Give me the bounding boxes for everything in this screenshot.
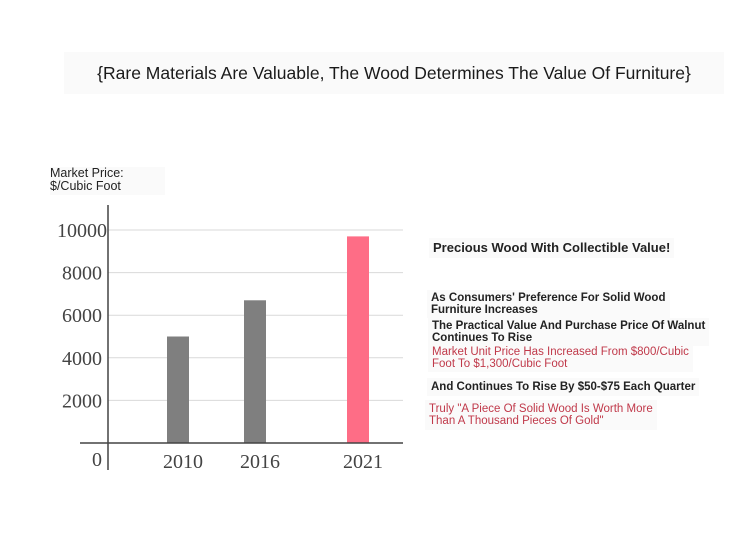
- x-tick-label-2021: 2021: [343, 451, 383, 473]
- annotation-heading: Precious Wood With Collectible Value!: [429, 238, 675, 258]
- annotation-line-5: Truly "A Piece Of Solid Wood Is Worth Mo…: [425, 400, 657, 430]
- y-axis-label-line-2: $/Cubic Foot: [50, 178, 121, 193]
- annotation-line-1: As Consumers' Preference For Solid Wood …: [427, 290, 670, 318]
- chart-title: {Rare Materials Are Valuable, The Wood D…: [64, 52, 724, 94]
- y-tick-label-3: 6000: [62, 305, 102, 327]
- annotation-line-5b: Than A Thousand Pieces Of Gold": [429, 415, 604, 427]
- y-tick-label-2: 4000: [62, 348, 102, 370]
- annotation-line-1b: Furniture Increases: [431, 304, 538, 316]
- y-tick-label-1: 2000: [62, 390, 102, 412]
- bars: [167, 236, 369, 443]
- annotation-line-3a: Market Unit Price Has Increased From $80…: [432, 346, 689, 358]
- y-axis-label: Market Price: $/Cubic Foot: [50, 167, 165, 195]
- annotation-line-1a: As Consumers' Preference For Solid Wood: [431, 292, 666, 304]
- x-tick-labels: 2010 2016 2021: [163, 451, 383, 473]
- annotation-line-3: Market Unit Price Has Increased From $80…: [428, 344, 693, 372]
- x-tick-label-2010: 2010: [163, 451, 203, 473]
- y-tick-label-5: 10000: [57, 220, 107, 242]
- annotation-line-5a: Truly "A Piece Of Solid Wood Is Worth Mo…: [429, 403, 653, 415]
- y-tick-labels: 0 2000 4000 6000 8000 10000: [57, 220, 107, 471]
- y-tick-label-0: 0: [92, 449, 102, 471]
- annotation-line-2b: Continues To Rise: [432, 332, 533, 344]
- bar-2010: [167, 336, 189, 443]
- y-tick-label-4: 8000: [62, 263, 102, 285]
- bar-2016: [244, 300, 266, 443]
- annotation-line-2: The Practical Value And Purchase Price O…: [428, 318, 710, 346]
- y-axis-label-line-1: Market Price:: [50, 166, 124, 180]
- bar-2021: [347, 236, 369, 443]
- annotation-line-2a: The Practical Value And Purchase Price O…: [432, 320, 706, 332]
- annotation-line-4: And Continues To Rise By $50-$75 Each Qu…: [427, 378, 700, 396]
- annotation-line-3b: Foot To $1,300/Cubic Foot: [432, 358, 568, 370]
- x-tick-label-2016: 2016: [240, 451, 280, 473]
